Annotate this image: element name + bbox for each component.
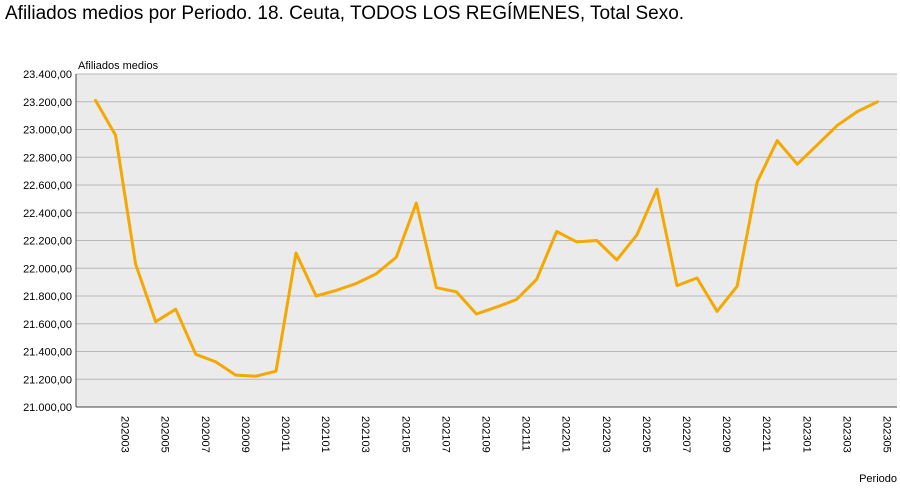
data-point [435, 286, 438, 289]
y-tick-label: 21.200,00 [23, 374, 72, 386]
data-point [575, 240, 578, 244]
x-tick-label: 202203 [600, 416, 612, 453]
y-tick-label: 22.400,00 [23, 208, 72, 220]
y-tick-label: 21.000,00 [23, 402, 72, 414]
data-point [415, 201, 418, 205]
data-point [535, 278, 538, 281]
x-tick-label: 202111 [520, 416, 532, 451]
y-tick-label: 23.400,00 [23, 69, 72, 81]
x-tick-label: 202011 [279, 416, 291, 452]
data-point [274, 370, 278, 373]
data-point [836, 124, 839, 127]
data-point [635, 233, 639, 237]
x-axis: 202003 202005 202007 202009 202011 202101 2021… [75, 74, 897, 453]
y-tick-label: 23.000,00 [23, 125, 72, 137]
data-point [515, 298, 518, 301]
data-point [354, 282, 358, 285]
data-point [214, 360, 217, 364]
y-tick-label: 21.800,00 [23, 291, 72, 303]
data-point [595, 239, 598, 242]
data-point [675, 284, 679, 287]
data-point [254, 374, 258, 378]
x-tick-label: 202209 [720, 416, 732, 453]
x-tick-label: 202205 [640, 416, 652, 453]
x-tick-label: 202211 [760, 416, 772, 452]
data-point [194, 353, 197, 356]
series-line [94, 98, 879, 378]
data-point [174, 307, 177, 311]
y-tick-label: 22.800,00 [23, 152, 72, 164]
x-tick-label: 202301 [800, 416, 812, 453]
y-tick-label: 22.200,00 [23, 236, 72, 248]
x-tick-label: 202207 [680, 416, 692, 453]
data-point [755, 181, 759, 184]
data-point [715, 310, 719, 313]
data-point [776, 139, 779, 142]
data-point [134, 262, 137, 266]
x-tick-label: 202109 [479, 416, 491, 453]
data-point [856, 110, 859, 113]
data-point [94, 99, 97, 102]
x-tick-label: 202007 [199, 416, 211, 453]
y-tick-label: 22.000,00 [23, 263, 72, 275]
y-axis-label: Afiliados medios [78, 60, 159, 72]
chart-title: Afiliados medios por Periodo. 18. Ceuta,… [5, 3, 685, 24]
data-point [334, 289, 338, 292]
data-point [796, 162, 799, 166]
y-tick-label: 21.600,00 [23, 319, 72, 331]
y-tick-label: 23.200,00 [23, 97, 72, 109]
data-point [234, 373, 238, 377]
x-tick-label: 202107 [439, 416, 451, 453]
data-point [154, 320, 157, 323]
x-tick-label: 202003 [119, 416, 131, 453]
data-point [395, 255, 398, 259]
data-point [314, 294, 318, 298]
x-tick-label: 202103 [359, 416, 371, 453]
x-tick-label: 202303 [840, 416, 852, 453]
data-point [655, 187, 659, 191]
data-point [495, 305, 498, 309]
data-point [735, 285, 739, 288]
data-point [876, 100, 879, 103]
data-point [455, 290, 458, 294]
x-axis-label: Periodo [859, 473, 897, 485]
x-tick-label: 202305 [880, 416, 892, 453]
x-tick-label: 202101 [319, 416, 331, 453]
x-tick-label: 202201 [560, 416, 572, 453]
series-layer [94, 98, 879, 378]
data-point [475, 312, 478, 316]
x-tick-label: 202009 [239, 416, 251, 453]
data-point [695, 276, 699, 280]
data-point [816, 143, 819, 146]
y-axis: 21.000,00 21.200,00 21.400,00 21.600,00 21.8… [23, 69, 72, 414]
data-point [615, 258, 618, 262]
data-point [114, 133, 117, 137]
x-tick-label: 202005 [159, 416, 171, 453]
x-tick-label: 202105 [399, 416, 411, 453]
data-point [294, 251, 298, 255]
y-tick-label: 21.400,00 [23, 347, 72, 359]
y-tick-label: 22.600,00 [23, 180, 72, 192]
data-point [555, 230, 558, 233]
data-point [375, 272, 378, 275]
